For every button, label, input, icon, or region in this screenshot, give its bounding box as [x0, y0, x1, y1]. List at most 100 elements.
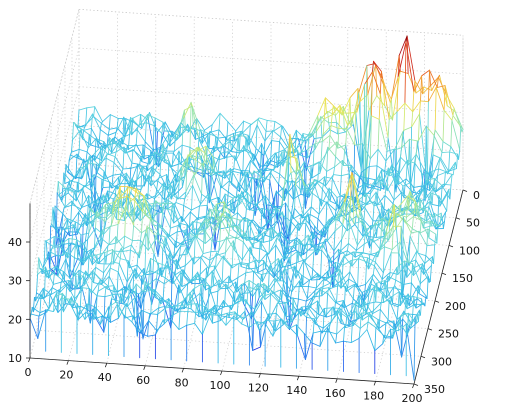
mesh-row-segment — [308, 130, 317, 138]
mesh-row-segment — [105, 157, 115, 163]
mesh-col-segment — [341, 264, 344, 281]
mesh-col-segment — [338, 308, 341, 313]
mesh-row-segment — [98, 216, 108, 219]
mesh-col-segment — [401, 185, 404, 193]
mesh-col-segment — [146, 211, 149, 216]
mesh-row-segment — [141, 227, 150, 234]
mesh-col-segment — [408, 235, 411, 266]
mesh-row-segment — [356, 300, 366, 320]
mesh-row-segment — [370, 115, 380, 120]
mesh-col-segment — [216, 290, 219, 311]
mesh-col-segment — [122, 193, 125, 206]
mesh-row-segment — [254, 295, 264, 310]
mesh-row-segment — [190, 101, 200, 140]
mesh-row-segment — [312, 330, 322, 334]
mesh-row-segment — [391, 164, 400, 174]
mesh-col-segment — [237, 193, 240, 214]
mesh-col-segment — [328, 122, 331, 131]
mesh-col-segment — [295, 158, 298, 187]
mesh-row-segment — [349, 168, 359, 189]
mesh-col-segment — [238, 219, 241, 233]
mesh-row-segment — [346, 250, 356, 258]
mesh-col-segment — [411, 111, 414, 128]
mesh-row-segment — [335, 340, 344, 344]
y-tick-mark — [441, 272, 447, 276]
mesh-col-segment — [141, 211, 144, 234]
mesh-col-segment — [397, 55, 400, 78]
mesh-row-segment — [256, 124, 266, 142]
mesh-col-segment — [413, 80, 416, 93]
mesh-row-segment — [92, 270, 101, 280]
mesh-col-segment — [143, 281, 146, 293]
mesh-col-segment — [424, 179, 427, 200]
mesh-row-segment — [369, 148, 379, 160]
mesh-row-segment — [355, 301, 364, 310]
mesh-col-segment — [257, 226, 260, 242]
mesh-row-segment — [398, 35, 408, 56]
mesh-row-segment — [276, 267, 286, 281]
mesh-row-segment — [73, 122, 82, 130]
mesh-col-segment — [390, 164, 393, 169]
mesh-col-segment — [449, 184, 452, 200]
mesh-row-segment — [152, 156, 162, 176]
mesh-row-segment — [81, 208, 91, 266]
mesh-row-segment — [276, 237, 286, 248]
mesh-row-segment — [396, 102, 406, 113]
mesh-col-segment — [369, 283, 372, 290]
mesh-row-segment — [366, 222, 376, 236]
mesh-row-segment — [284, 246, 293, 248]
mesh-row-segment — [119, 140, 128, 146]
mesh-col-segment — [149, 257, 152, 272]
mesh-row-segment — [44, 240, 54, 247]
mesh-col-segment — [390, 249, 393, 254]
mesh-col-segment — [370, 184, 373, 195]
mesh-row-segment — [402, 182, 412, 187]
mesh-col-segment — [271, 206, 274, 214]
y-tick-mark — [434, 300, 440, 303]
mesh-row-segment — [334, 300, 344, 303]
mesh-row-segment — [247, 134, 257, 150]
mesh-row-segment — [400, 209, 410, 213]
mesh-col-segment — [385, 287, 388, 299]
mesh-row-segment — [154, 234, 164, 251]
mesh-row-segment — [224, 193, 234, 199]
mesh-col-segment — [163, 182, 165, 201]
mesh-col-segment — [87, 155, 90, 164]
mesh-col-segment — [415, 250, 418, 261]
mesh-col-segment — [263, 195, 266, 219]
y-tick-mark — [427, 328, 433, 331]
mesh-row-segment — [282, 289, 292, 299]
mesh-col-segment — [236, 225, 239, 240]
mesh-row-segment — [245, 270, 255, 274]
mesh-row-segment — [405, 295, 415, 298]
mesh-col-segment — [431, 216, 434, 224]
mesh-row-segment — [377, 319, 387, 324]
mesh-row-segment — [226, 155, 236, 158]
mesh-col-segment — [82, 244, 85, 266]
mesh-col-segment — [366, 321, 369, 330]
mesh-row-segment — [331, 178, 341, 197]
mesh-col-segment — [395, 318, 398, 326]
mesh-row-segment — [138, 193, 148, 205]
mesh-row-segment — [273, 292, 283, 301]
mesh-col-segment — [317, 213, 320, 220]
mesh-row-segment — [123, 146, 133, 164]
mesh-col-segment — [122, 116, 125, 145]
mesh-col-segment — [167, 133, 170, 147]
mesh-col-segment — [273, 120, 276, 132]
mesh-col-segment — [431, 154, 434, 179]
mesh-row-segment — [346, 310, 356, 318]
mesh-col-segment — [318, 198, 321, 215]
mesh-row-segment — [414, 162, 424, 176]
mesh-col-segment — [323, 97, 326, 120]
mesh-row-segment — [100, 275, 110, 285]
mesh-row-segment — [386, 148, 396, 152]
mesh-col-segment — [163, 236, 166, 245]
mesh-row-segment — [402, 131, 411, 187]
mesh-row-segment — [299, 280, 308, 299]
mesh-row-segment — [46, 272, 55, 278]
mesh-col-segment — [138, 201, 141, 222]
mesh-col-segment — [228, 305, 231, 318]
mesh-col-segment — [84, 311, 87, 320]
mesh-col-segment — [383, 235, 386, 248]
